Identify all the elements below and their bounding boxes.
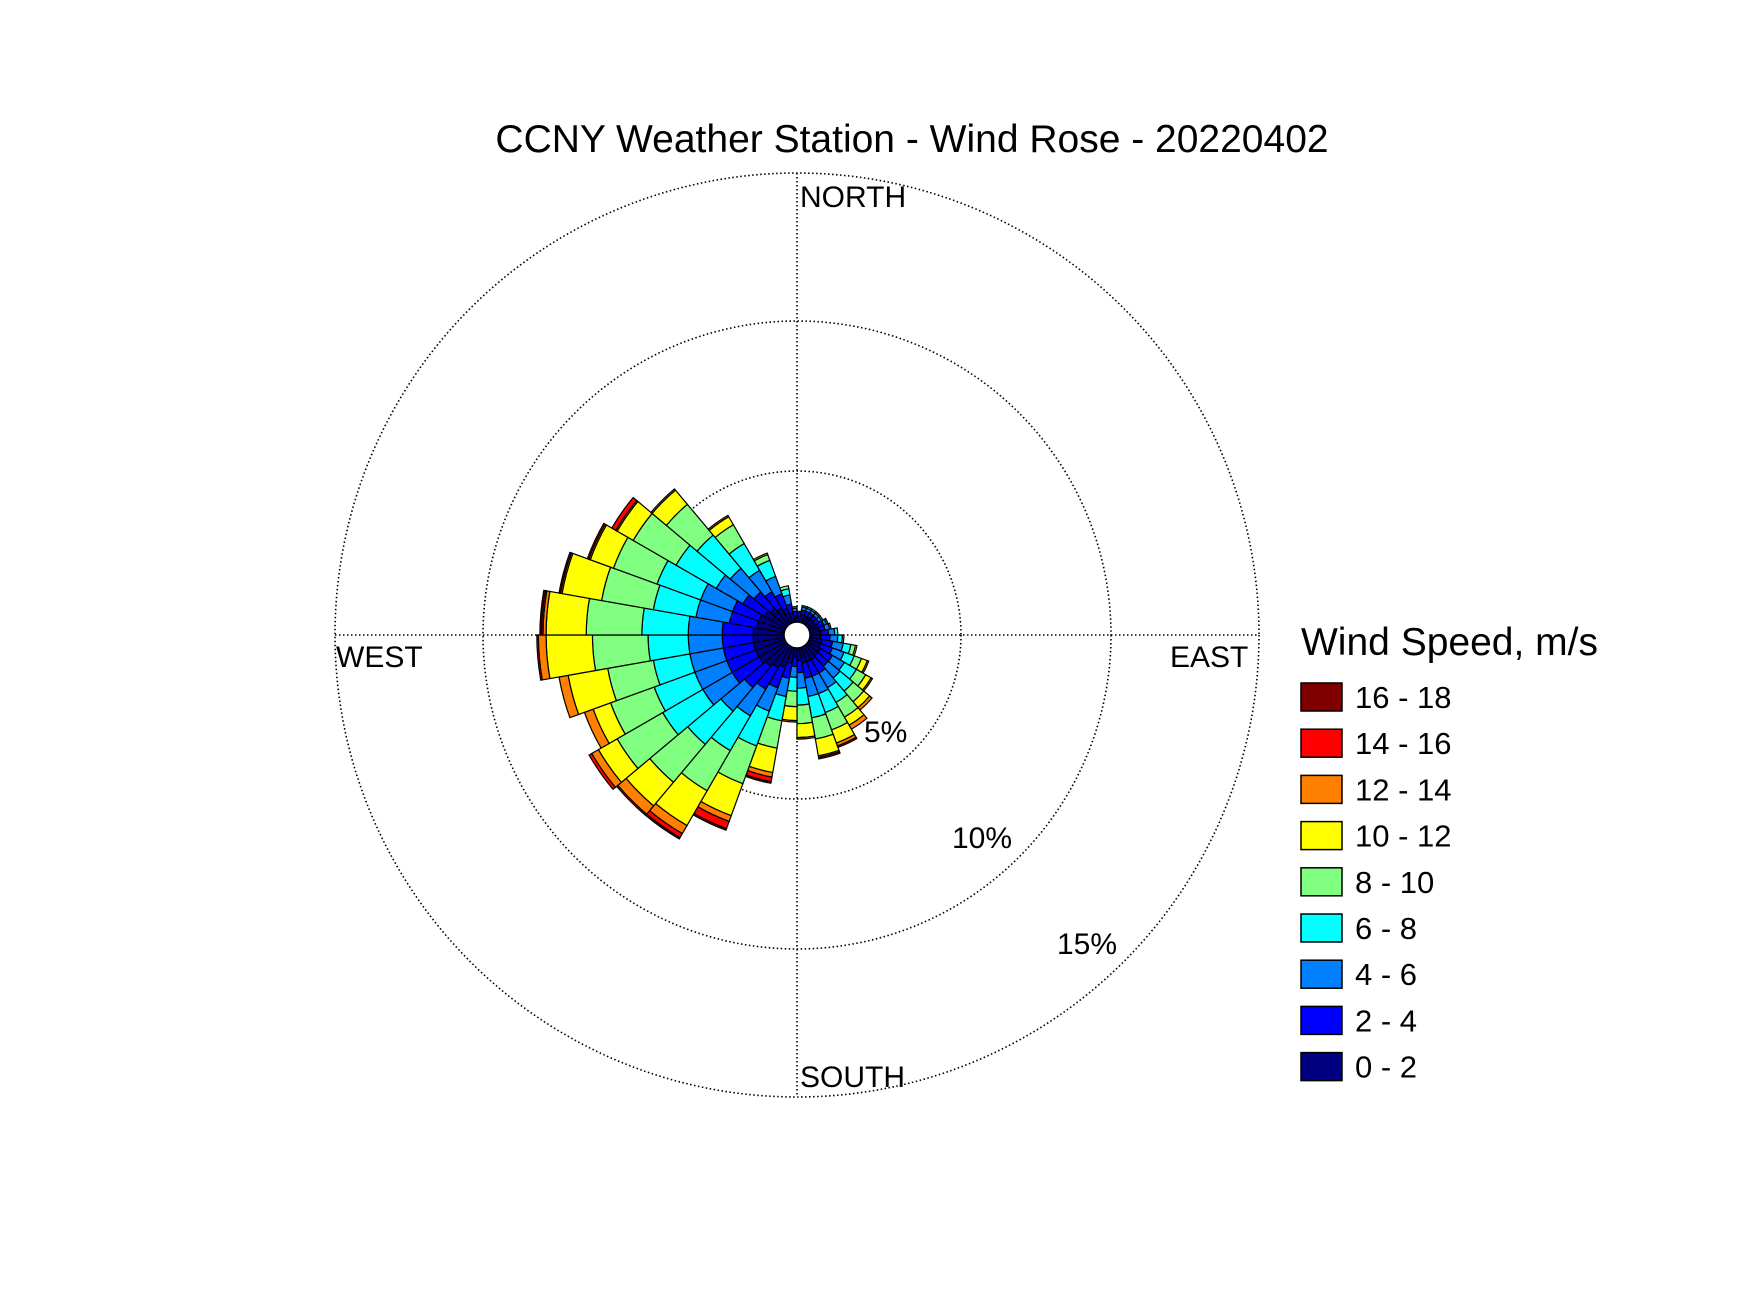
legend-label-6: 4 - 6 xyxy=(1355,957,1417,992)
legend-label-8: 0 - 2 xyxy=(1355,1050,1417,1085)
petal-segment-175-5 xyxy=(796,721,816,739)
legend-label-4: 8 - 10 xyxy=(1355,865,1434,900)
legend-label-3: 10 - 12 xyxy=(1355,819,1452,854)
petal-segment-275-8 xyxy=(539,589,547,636)
petal-segment-295-7 xyxy=(586,522,606,560)
legend-swatch-5 xyxy=(1300,913,1343,943)
petal-segment-355-3 xyxy=(791,605,798,610)
direction-label-east: EAST xyxy=(1170,641,1248,674)
petal-segment-5-0 xyxy=(796,615,802,623)
legend-label-2: 12 - 14 xyxy=(1355,772,1452,807)
ring-label-15: 15% xyxy=(1057,928,1117,961)
legend-swatch-2 xyxy=(1300,774,1343,805)
legend-swatch-8 xyxy=(1300,1051,1343,1082)
chart-title: CCNY Weather Station - Wind Rose - 20220… xyxy=(495,118,1328,161)
ring-label-5: 5% xyxy=(864,716,907,749)
direction-label-south: SOUTH xyxy=(800,1061,905,1094)
polar-grid xyxy=(334,172,1260,1098)
petal-segment-305-7 xyxy=(610,496,638,532)
petal-segment-175-6 xyxy=(796,735,816,740)
calm-center-circle xyxy=(783,621,811,649)
legend-label-0: 16 - 18 xyxy=(1355,680,1452,715)
petal-segment-325-6 xyxy=(707,514,730,532)
legend-swatch-1 xyxy=(1300,728,1343,758)
petal-segment-315-6 xyxy=(650,488,677,515)
petal-segment-175-4 xyxy=(796,703,814,725)
petal-segment-285-8 xyxy=(558,551,573,594)
direction-label-west: WEST xyxy=(336,641,423,674)
petal-segment-265-7 xyxy=(536,634,543,681)
ring-label-10: 10% xyxy=(952,822,1012,855)
petal-segment-5-2 xyxy=(796,610,802,614)
grid-ring-5 xyxy=(632,470,962,800)
legend-swatch-6 xyxy=(1300,959,1343,989)
petal-segment-265-5 xyxy=(545,634,597,680)
petal-segment-165-7 xyxy=(817,750,841,760)
legend-swatch-0 xyxy=(1300,682,1343,712)
legend-title: Wind Speed, m/s xyxy=(1301,621,1598,664)
direction-label-north: NORTH xyxy=(800,181,906,214)
legend: Wind Speed, m/s 16 - 18 14 - 16 12 - 14 10 … xyxy=(1300,621,1598,1085)
wind-rose-petals xyxy=(536,488,874,840)
petal-segment-275-5 xyxy=(545,590,591,636)
petal-segment-335-5 xyxy=(752,552,769,562)
legend-swatch-4 xyxy=(1300,867,1343,897)
legend-swatch-3 xyxy=(1300,820,1343,851)
legend-swatch-7 xyxy=(1300,1005,1343,1036)
petal-segment-345-4 xyxy=(779,584,790,592)
legend-label-7: 2 - 4 xyxy=(1355,1003,1417,1038)
petal-segment-235-7 xyxy=(588,752,617,791)
petal-segment-85-1 xyxy=(819,628,830,636)
petal-segment-95-4 xyxy=(841,634,845,644)
petal-segment-85-3 xyxy=(833,627,839,636)
legend-label-1: 14 - 16 xyxy=(1355,726,1452,761)
legend-label-5: 6 - 8 xyxy=(1355,911,1417,946)
